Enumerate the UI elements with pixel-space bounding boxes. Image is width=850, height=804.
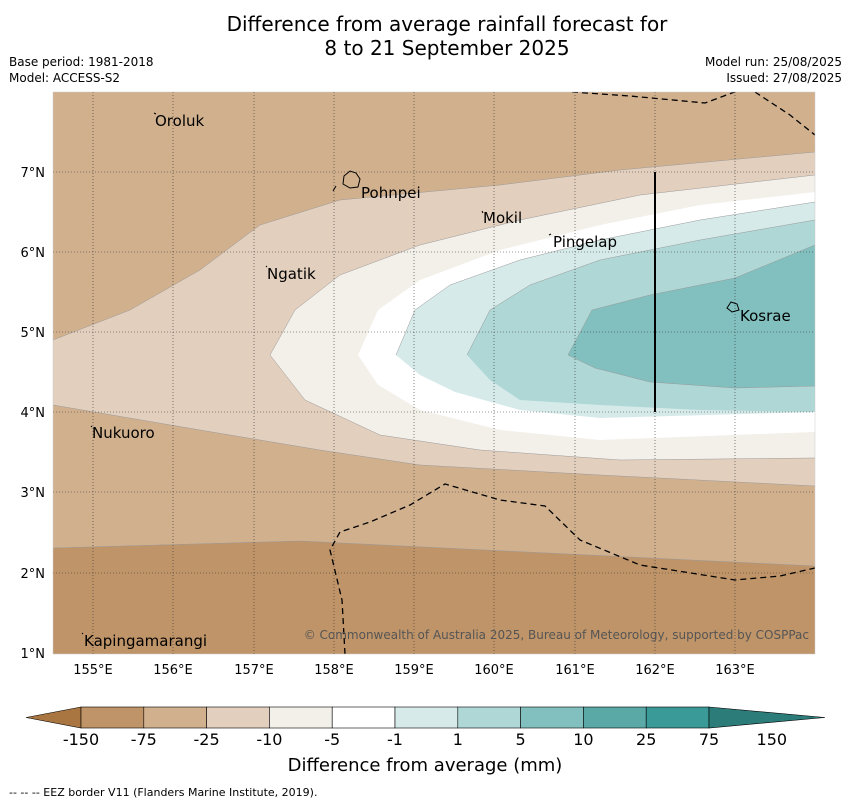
- x-axis-ticks: 155°E 156°E 157°E 158°E 159°E 160°E 161°…: [73, 663, 755, 678]
- colorbar-extend-high: [708, 706, 826, 729]
- colorbar-segment: [206, 706, 270, 729]
- colorbar-tick-label: 5: [515, 730, 526, 749]
- y-tick-label: 7°N: [21, 166, 46, 181]
- place-label-mokil: Mokil: [483, 209, 522, 227]
- colorbar-segment: [520, 706, 584, 729]
- place-labels: Oroluk Pohnpei Mokil Pingelap Ngatik Kos…: [84, 112, 791, 650]
- colorbar-segment: [331, 706, 396, 729]
- x-tick-label: 161°E: [555, 663, 595, 678]
- colorbar-extend-low: [25, 706, 82, 729]
- title-line-2: 8 to 21 September 2025: [324, 36, 570, 60]
- base-period-text: Base period: 1981-2018: [9, 55, 154, 69]
- place-label-kosrae: Kosrae: [740, 307, 791, 325]
- colorbar-title: Difference from average (mm): [287, 755, 563, 776]
- x-tick-label: 158°E: [314, 663, 354, 678]
- place-label-ngatik: Ngatik: [267, 265, 316, 283]
- y-axis-ticks: 1°N 2°N 3°N 4°N 5°N 6°N 7°N: [21, 166, 46, 662]
- x-tick-label: 159°E: [394, 663, 434, 678]
- y-tick-label: 1°N: [21, 647, 46, 662]
- model-run-text: Model run: 25/08/2025: [704, 55, 842, 69]
- colorbar-tick-label: 1: [452, 730, 463, 749]
- metadata-right: Model run: 25/08/2025 Issued: 27/08/2025: [705, 54, 842, 86]
- colorbar-segment: [80, 706, 145, 729]
- colorbar-tick-label: -1: [387, 730, 403, 749]
- contour-pos10: [568, 245, 815, 388]
- y-tick-label: 5°N: [21, 326, 46, 341]
- place-label-nukuoro: Nukuoro: [92, 424, 155, 442]
- colorbar-tick-label: 150: [756, 730, 788, 749]
- place-label-kapingamarangi: Kapingamarangi: [84, 632, 207, 650]
- colorbar-segment: [645, 706, 710, 729]
- colorbar-segment: [269, 706, 333, 729]
- colorbar-tick-label: 10: [573, 730, 594, 749]
- colorbar-tick-label: -25: [193, 730, 220, 749]
- x-tick-label: 156°E: [153, 663, 193, 678]
- map-title: Difference from average rainfall forecas…: [0, 12, 850, 60]
- y-tick-label: 2°N: [21, 567, 46, 582]
- colorbar-segment: [457, 706, 521, 729]
- y-tick-label: 6°N: [21, 246, 46, 261]
- y-tick-label: 3°N: [21, 486, 46, 501]
- x-tick-label: 162°E: [635, 663, 675, 678]
- place-label-oroluk: Oroluk: [155, 112, 204, 130]
- colorbar-tick-label: 75: [698, 730, 720, 749]
- eez-legend-note: -- -- -- EEZ border V11 (Flanders Marine…: [9, 786, 318, 799]
- colorbar: [25, 706, 826, 729]
- islands: [81, 112, 740, 635]
- metadata-left: Base period: 1981-2018 Model: ACCESS-S2: [9, 54, 154, 86]
- x-tick-label: 155°E: [73, 663, 113, 678]
- colorbar-segment: [394, 706, 459, 729]
- colorbar-segment: [583, 706, 647, 729]
- colorbar-segment: [143, 706, 207, 729]
- kosrae-outline: [726, 301, 740, 313]
- colorbar-tick-label: -150: [62, 730, 100, 749]
- colorbar-tick-label: -75: [130, 730, 157, 749]
- pohnpei-outline: [342, 170, 361, 189]
- contour-neg75: [53, 541, 815, 654]
- y-tick-label: 4°N: [21, 406, 46, 421]
- place-label-pingelap: Pingelap: [553, 233, 617, 251]
- title-line-1: Difference from average rainfall forecas…: [226, 12, 668, 36]
- issued-text: Issued: 27/08/2025: [726, 71, 842, 85]
- place-label-pohnpei: Pohnpei: [361, 184, 421, 202]
- x-tick-label: 163°E: [715, 663, 755, 678]
- colorbar-tick-label: -10: [256, 730, 283, 749]
- x-tick-label: 157°E: [234, 663, 274, 678]
- x-tick-label: 160°E: [474, 663, 514, 678]
- contour-lines: [53, 151, 815, 567]
- map-frame: [52, 91, 816, 655]
- colorbar-tick-label: 25: [636, 730, 657, 749]
- copyright-credit: © Commonwealth of Australia 2025, Bureau…: [303, 628, 809, 642]
- eez-borders: [329, 92, 815, 654]
- rainfall-contours: [53, 92, 815, 654]
- model-text: Model: ACCESS-S2: [9, 71, 121, 85]
- colorbar-tick-label: -5: [324, 730, 341, 749]
